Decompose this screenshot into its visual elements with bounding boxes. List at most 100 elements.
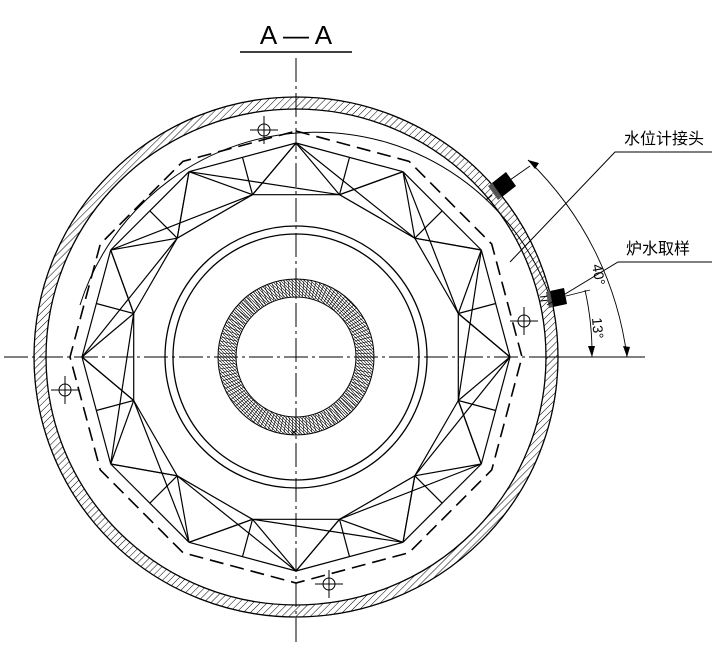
- burner-tick: [257, 290, 266, 305]
- burner-tick: [331, 294, 342, 308]
- burner-tick: [311, 415, 317, 432]
- bolt-hole: [315, 570, 343, 598]
- angle-radial-lower: [565, 289, 591, 297]
- burner-tick: [260, 288, 269, 303]
- truss-member: [81, 237, 178, 358]
- section-title: A — A: [260, 20, 333, 50]
- truss-member: [338, 157, 351, 195]
- burner-tick: [231, 314, 245, 325]
- truss-member: [110, 400, 135, 465]
- burner-tick: [305, 417, 309, 434]
- burner-tick: [352, 378, 369, 385]
- truss-member: [457, 400, 482, 465]
- truss-member: [457, 356, 511, 401]
- truss-member: [188, 171, 253, 196]
- burner-tick: [298, 280, 301, 297]
- burner-tick: [334, 297, 345, 310]
- burner-tick: [244, 299, 256, 312]
- burner-tick: [227, 321, 242, 330]
- burner-tick: [341, 397, 354, 409]
- truss-member: [402, 171, 416, 239]
- truss-member: [241, 157, 254, 195]
- burner-tick: [264, 412, 272, 428]
- truss-member: [133, 237, 178, 314]
- burner-tick: [356, 344, 373, 348]
- burner-tick: [257, 409, 266, 424]
- burner-tick: [219, 344, 236, 348]
- truss-member: [414, 475, 443, 504]
- burner-tick: [268, 284, 275, 301]
- truss-member: [149, 210, 178, 239]
- burner-tick: [345, 392, 359, 403]
- burner-marker: ✕: [290, 428, 298, 439]
- burner-tick: [236, 395, 249, 406]
- burner-tick: [233, 311, 247, 322]
- burner-tick: [221, 372, 238, 378]
- label-water-level-fitting: 水位计接头: [624, 129, 704, 148]
- burner-tick: [244, 402, 256, 415]
- truss-member: [339, 518, 404, 543]
- burner-tick: [225, 325, 241, 333]
- inner-shell-arc: [79, 131, 552, 306]
- burner-ring-ticks: [219, 280, 373, 434]
- burner-tick: [220, 369, 237, 374]
- burner-tick: [323, 411, 332, 426]
- burner-tick: [356, 363, 373, 366]
- burner-tick: [353, 375, 370, 382]
- burner-tick: [219, 363, 236, 366]
- burner-tick: [352, 329, 369, 336]
- burner-tick: [356, 352, 373, 355]
- truss-member: [176, 194, 253, 239]
- burner-tick: [241, 399, 254, 412]
- burner-tick: [279, 281, 284, 298]
- truss-member: [188, 171, 340, 196]
- burner-tick: [253, 292, 264, 306]
- burner-tick: [320, 412, 328, 428]
- burner-tick: [222, 332, 239, 339]
- burner-tick: [347, 314, 361, 325]
- burner-tick: [338, 399, 351, 412]
- angle-label-13: 13°: [589, 317, 607, 339]
- burner-tick: [229, 387, 244, 396]
- burner-tick: [233, 392, 247, 403]
- dimension-arrow: [528, 160, 539, 169]
- bolt-hole: [510, 307, 538, 335]
- truss-member: [295, 142, 340, 196]
- burner-tick: [291, 417, 294, 434]
- burner-tick: [353, 332, 370, 339]
- truss-member: [110, 237, 178, 251]
- angle-radial-upper: [509, 165, 531, 181]
- burner-tick: [264, 286, 272, 302]
- burner-tick: [227, 384, 242, 393]
- burner-tick: [355, 340, 372, 345]
- burner-tick: [250, 294, 261, 308]
- burner-tick: [355, 369, 372, 374]
- burner-tick: [336, 299, 348, 312]
- truss-member: [252, 518, 404, 543]
- burner-tick: [331, 406, 342, 420]
- burner-tick: [247, 297, 258, 310]
- burner-tick: [343, 395, 356, 406]
- truss-member: [457, 249, 482, 314]
- truss-member: [96, 399, 134, 412]
- burner-tick: [351, 325, 367, 333]
- angle-arc-upper: [527, 159, 628, 358]
- burner-tick: [341, 305, 354, 317]
- burner-tick: [347, 389, 361, 400]
- truss-member: [252, 142, 297, 196]
- water-level-nozzle: [485, 172, 516, 201]
- burner-tick: [354, 336, 371, 342]
- burner-tick: [279, 416, 284, 433]
- truss-member: [339, 475, 416, 520]
- bolt-hole: [51, 376, 79, 404]
- truss-member: [176, 171, 190, 239]
- truss-member: [176, 475, 190, 543]
- burner-tick: [271, 414, 278, 431]
- burner-tick: [317, 413, 324, 430]
- burner-tick: [356, 366, 373, 370]
- truss-member: [414, 400, 459, 477]
- truss-member: [457, 313, 511, 358]
- truss-member: [458, 302, 496, 315]
- truss-member: [414, 237, 482, 251]
- burner-tick: [223, 378, 240, 385]
